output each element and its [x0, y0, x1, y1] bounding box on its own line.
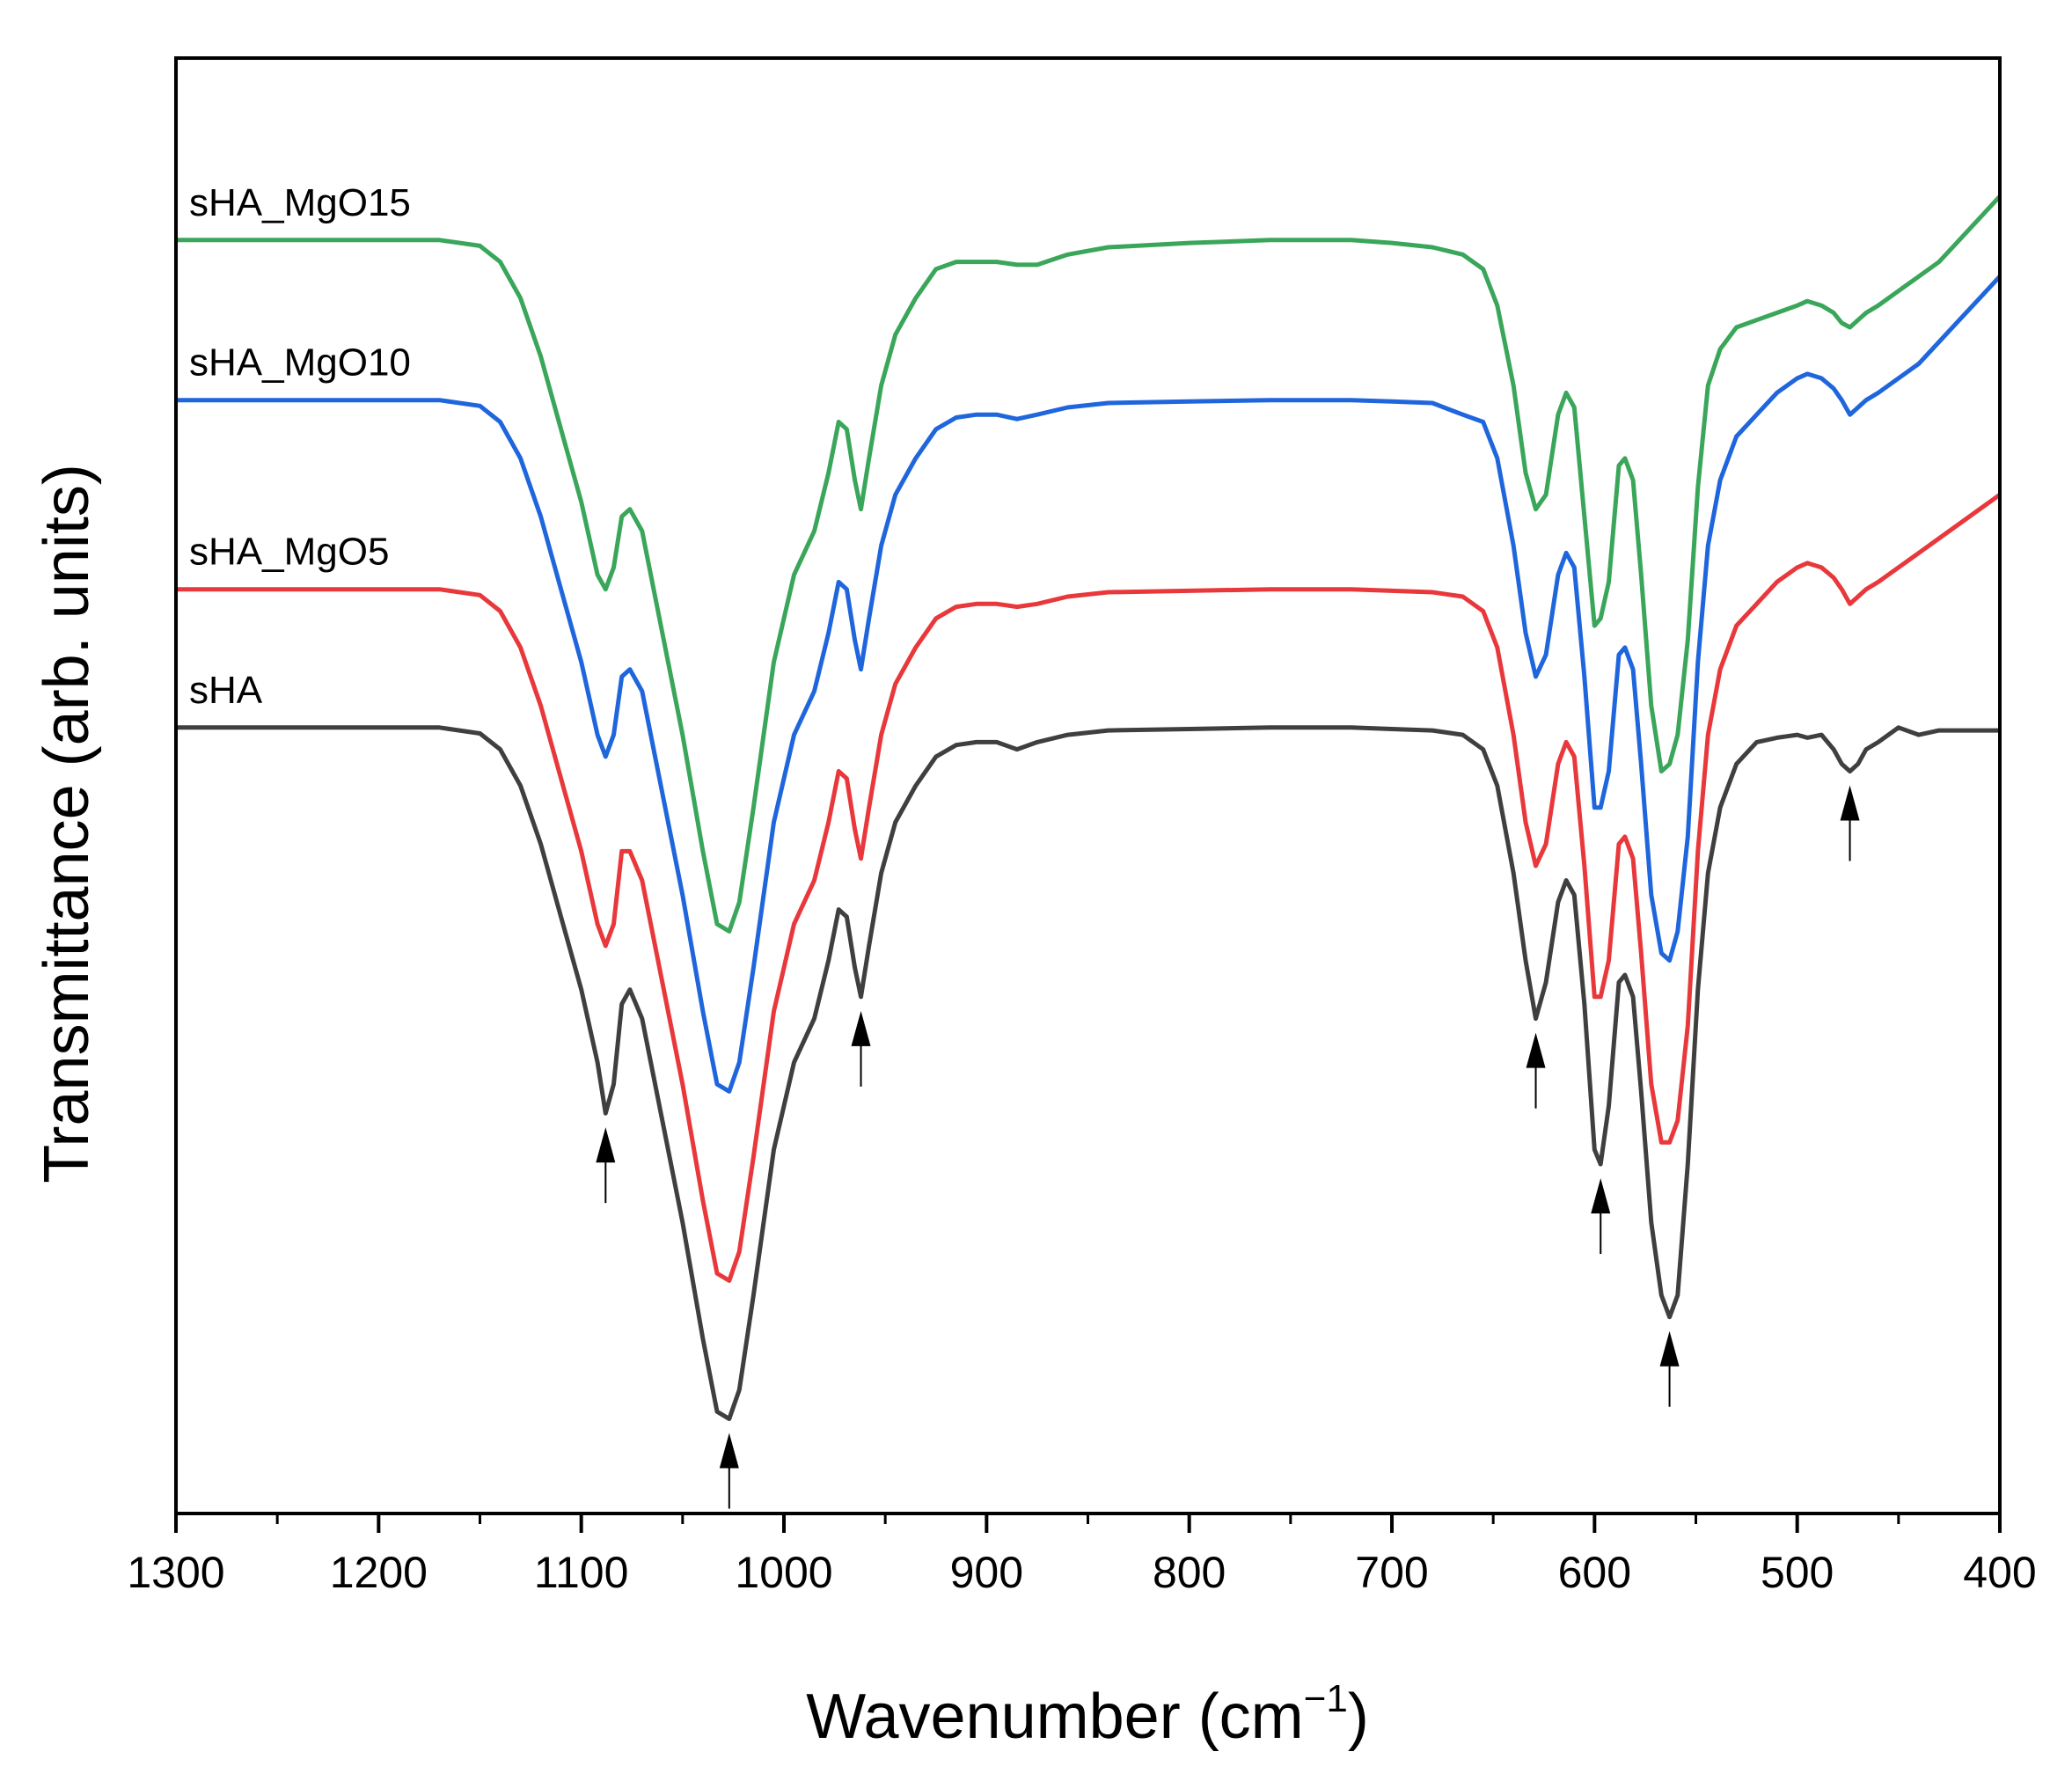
peak-arrow-1088: [596, 1127, 616, 1204]
x-tick-label-1300: 1300: [127, 1548, 224, 1597]
peak-arrow-597: [1591, 1178, 1611, 1255]
series-label-sha-mgo15: sHA_MgO15: [189, 181, 411, 224]
x-tick-label-1200: 1200: [330, 1548, 428, 1597]
series-label-sha-mgo10: sHA_MgO10: [189, 341, 411, 385]
y-axis-title: Transmittance (arb. units): [32, 464, 102, 1184]
series-line-sha-mgo5: [176, 493, 2002, 1283]
peak-arrow-474: [1840, 785, 1860, 861]
series-layer: [176, 194, 2002, 1421]
series-line-sha-mgo15: [176, 194, 2002, 934]
x-tick-label-500: 500: [1761, 1548, 1834, 1597]
peak-arrow-head: [719, 1433, 739, 1469]
peak-arrow-head: [1526, 1032, 1546, 1068]
x-tick-label-900: 900: [950, 1548, 1023, 1597]
peak-arrows: [596, 785, 1860, 1509]
x-tick-label-700: 700: [1355, 1548, 1428, 1597]
series-line-sha: [176, 725, 2000, 1421]
x-tick-label-1100: 1100: [534, 1548, 629, 1597]
series-labels: sHA sHA_MgO5 sHA_MgO10 sHA_MgO15: [189, 181, 411, 712]
peak-arrow-563: [1659, 1330, 1680, 1407]
peak-arrow-1027: [719, 1433, 739, 1509]
x-axis-title: Wavenumber (cm−1): [806, 1677, 1369, 1752]
x-axis-title-superscript: −1: [1304, 1677, 1348, 1720]
peak-arrow-head: [1659, 1330, 1680, 1367]
x-tick-label-800: 800: [1153, 1548, 1226, 1597]
peak-arrow-head: [1840, 785, 1860, 821]
peak-arrow-head: [851, 1010, 871, 1046]
series-label-sha: sHA: [189, 669, 263, 712]
peak-arrow-962: [851, 1010, 871, 1087]
peak-arrow-629: [1526, 1032, 1546, 1109]
x-axis-ticks: 1300 1200 1100 1000 900 800 700 600 500 400: [127, 1513, 2037, 1597]
x-tick-label-600: 600: [1558, 1548, 1631, 1597]
series-label-sha-mgo5: sHA_MgO5: [189, 531, 389, 574]
x-tick-label-400: 400: [1963, 1548, 2036, 1597]
x-tick-label-1000: 1000: [735, 1548, 832, 1597]
series-line-sha-mgo10: [176, 275, 2002, 1094]
peak-arrow-head: [1591, 1178, 1611, 1214]
peak-arrow-head: [596, 1127, 616, 1163]
